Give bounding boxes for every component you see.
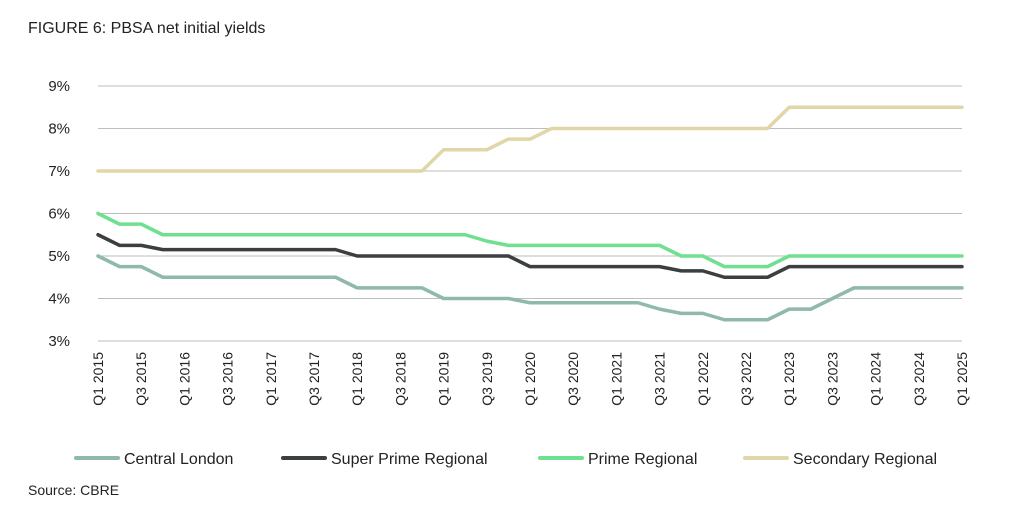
series-line-super-prime-regional <box>96 233 964 279</box>
y-tick-label: 7% <box>48 163 70 180</box>
legend-label: Super Prime Regional <box>331 451 488 468</box>
x-tick-label: Q3 2015 <box>133 352 149 406</box>
x-tick-label: Q1 2024 <box>868 352 884 406</box>
y-tick-label: 3% <box>48 333 70 350</box>
chart-title: FIGURE 6: PBSA net initial yields <box>28 20 266 37</box>
legend-item: Prime Regional <box>538 451 697 468</box>
legend: Central London Super Prime Regional Prime … <box>74 451 937 468</box>
x-tick-label: Q3 2017 <box>306 352 322 406</box>
y-tick-label: 4% <box>48 291 70 308</box>
x-tick-label: Q3 2021 <box>652 352 668 406</box>
x-tick-label: Q3 2023 <box>824 352 840 406</box>
series-line-secondary-regional <box>96 105 964 173</box>
x-tick-label: Q1 2023 <box>781 352 797 406</box>
source-note: Source: CBRE <box>28 482 120 498</box>
x-tick-label: Q1 2017 <box>263 352 279 406</box>
y-axis-ticks: 3% 4% 5% 6% 7% 8% 9% <box>48 78 70 350</box>
legend-item: Super Prime Regional <box>281 451 488 468</box>
legend-item: Secondary Regional <box>743 451 937 468</box>
y-tick-label: 6% <box>48 206 70 223</box>
x-tick-label: Q1 2015 <box>90 352 106 406</box>
x-tick-label: Q3 2020 <box>565 352 581 406</box>
x-axis-ticks: Q1 2015 Q3 2015 Q1 2016 Q3 2016 Q1 2017 Q3 20… <box>90 352 970 406</box>
x-tick-label: Q3 2018 <box>392 352 408 406</box>
y-tick-label: 5% <box>48 248 70 265</box>
x-tick-label: Q1 2016 <box>176 352 192 406</box>
x-tick-label: Q3 2019 <box>479 352 495 406</box>
series-line-prime-regional <box>96 211 964 269</box>
series-lines <box>96 105 964 322</box>
x-tick-label: Q1 2020 <box>522 352 538 406</box>
legend-label: Secondary Regional <box>793 451 937 468</box>
x-tick-label: Q1 2018 <box>349 352 365 406</box>
x-tick-label: Q3 2022 <box>738 352 754 406</box>
legend-item: Central London <box>74 451 233 468</box>
x-tick-label: Q3 2016 <box>220 352 236 406</box>
x-tick-label: Q1 2021 <box>608 352 624 406</box>
x-tick-label: Q1 2025 <box>954 352 970 406</box>
x-tick-label: Q3 2024 <box>911 352 927 406</box>
y-tick-label: 9% <box>48 78 70 95</box>
x-tick-label: Q1 2019 <box>436 352 452 406</box>
y-tick-label: 8% <box>48 121 70 138</box>
x-tick-label: Q1 2022 <box>695 352 711 406</box>
series-line-central-london <box>96 254 964 322</box>
legend-label: Prime Regional <box>588 451 697 468</box>
legend-label: Central London <box>124 451 233 468</box>
